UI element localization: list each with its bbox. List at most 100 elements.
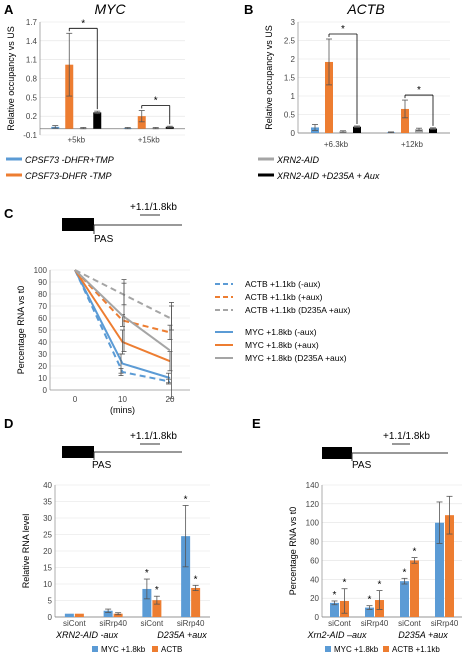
chart-c-series-line-2 <box>74 269 171 319</box>
group-label-d-right: D235A +aux <box>157 630 207 640</box>
chart-d-ytick-5: 25 <box>43 531 52 540</box>
panel-letter-b: B <box>244 2 253 17</box>
chart-a-category-label-1: +15kb <box>138 136 161 145</box>
chart-c-legend-label-0: ACTB +1.1kb (-aux) <box>245 279 321 289</box>
chart-e-star-2-0: * <box>403 567 407 578</box>
chart-c-ytick-0: 0 <box>43 386 48 395</box>
schematic-c-pas-label: PAS <box>94 234 114 245</box>
chart-a-ylabel: Relative occupancy vs US <box>6 26 16 131</box>
chart-b-category-label-1: +12kb <box>401 140 424 149</box>
chart-c-ytick-3: 30 <box>38 350 47 359</box>
chart-d-star-3-1: * <box>194 574 198 585</box>
chart-d-legend-label-0: MYC +1.8kb <box>101 645 146 654</box>
panel-title-b: ACTB <box>346 1 384 17</box>
schematic-e-pas-label: PAS <box>352 460 372 471</box>
chart-e-bar-3-1 <box>445 515 454 617</box>
chart-c-ytick-1: 10 <box>38 374 47 383</box>
chart-c-ylabel: Percentage RNA vs t0 <box>16 286 26 375</box>
chart-d-bar-3-0 <box>181 536 191 617</box>
chart-e-category-label-3: siRrp40 <box>431 619 459 628</box>
chart-b-ytick-2: 1 <box>291 92 296 101</box>
panel-letter-e: E <box>252 416 261 431</box>
panel-letter-d: D <box>4 416 13 431</box>
chart-a-ytick-2: 0.5 <box>26 93 38 102</box>
chart-c-series-line-0 <box>74 269 171 383</box>
chart-c-xlabel: (mins) <box>110 405 135 415</box>
chart-c-xtick-0: 0 <box>73 395 78 404</box>
schematic-d-pas-label: PAS <box>92 460 112 471</box>
chart-d-ytick-2: 10 <box>43 580 52 589</box>
chart-c-ytick-5: 50 <box>38 326 47 335</box>
chart-d-ytick-3: 15 <box>43 564 52 573</box>
chart-c-legend-label-1: ACTB +1.1kb (+aux) <box>245 292 323 302</box>
chart-b-bar-0-3 <box>353 126 361 133</box>
chart-d: 0 5 10 15 20 25 30 35 40 Relative RNA level siCont… <box>21 481 210 654</box>
chart-e-ytick-6: 120 <box>306 500 320 509</box>
chart-d-star-2-1: * <box>155 585 159 596</box>
chart-e: 0 20 40 60 80 100 120 140 Percentage RNA vs t0 * *… <box>288 481 462 654</box>
chart-d-bar-0-1 <box>74 613 84 617</box>
chart-c-ytick-4: 40 <box>38 338 47 347</box>
schematic-d-exon <box>62 446 94 458</box>
chart-b-bar-1-3 <box>429 128 437 133</box>
legend-label-2: XRN2-AID <box>276 155 320 165</box>
chart-d-legend-swatch-1 <box>152 646 158 652</box>
chart-b-bar-1-2 <box>415 129 423 133</box>
chart-a-ytick-6: 1.7 <box>26 18 38 27</box>
chart-e-ytick-7: 140 <box>306 481 320 490</box>
chart-e-star-0-1: * <box>343 578 347 589</box>
chart-e-ytick-1: 20 <box>310 594 319 603</box>
chart-c-legend-label-4: MYC +1.8kb (+aux) <box>245 340 319 350</box>
chart-a-sig-star-1: * <box>154 96 158 107</box>
chart-e-ytick-4: 80 <box>310 538 319 547</box>
chart-e-ylabel: Percentage RNA vs t0 <box>288 507 298 596</box>
chart-c-series-line-5 <box>74 269 171 352</box>
chart-b-ytick-1: 0.5 <box>284 111 296 120</box>
chart-c-ytick-10: 100 <box>34 266 48 275</box>
chart-b-ytick-3: 1.5 <box>284 74 296 83</box>
chart-b-ylabel: Relative occupancy vs US <box>264 25 274 130</box>
chart-d-bar-2-1 <box>152 600 162 617</box>
chart-c-ytick-7: 70 <box>38 302 47 311</box>
chart-c-ytick-6: 60 <box>38 314 47 323</box>
chart-d-ytick-7: 35 <box>43 498 52 507</box>
chart-c-ytick-9: 90 <box>38 278 47 287</box>
chart-d-bar-2-0 <box>142 588 152 617</box>
chart-d-star-3-0: * <box>184 494 188 505</box>
chart-d-bar-1-0 <box>103 610 113 617</box>
chart-d-ytick-6: 30 <box>43 514 52 523</box>
panel-title-a: MYC <box>94 1 126 17</box>
legend-label-3: CPSF73-DHFR -TMP <box>25 171 112 181</box>
chart-e-star-1-1: * <box>378 580 382 591</box>
chart-a-bar-1-1 <box>137 116 146 129</box>
chart-c-ytick-2: 20 <box>38 362 47 371</box>
chart-e-legend-label-1: ACTB +1.1kb <box>392 645 440 654</box>
chart-c-series-line-1 <box>74 269 171 334</box>
chart-b: 0 0.5 1 1.5 2 2.5 3 Relative occupancy vs US +6.… <box>264 18 450 149</box>
schematic-e-probe-label: +1.1/1.8kb <box>383 431 430 442</box>
chart-e-bar-3-0 <box>435 522 444 617</box>
chart-e-ytick-0: 0 <box>315 613 320 622</box>
schematic-e-exon <box>322 447 352 459</box>
chart-d-ytick-8: 40 <box>43 481 52 490</box>
chart-c-ytick-8: 80 <box>38 290 47 299</box>
chart-a-category-label-0: +5kb <box>67 136 85 145</box>
chart-d-ytick-4: 20 <box>43 547 52 556</box>
schematic-e: PAS +1.1/1.8kb <box>322 431 448 471</box>
chart-b-ytick-4: 2 <box>291 55 296 64</box>
panel-letter-c: C <box>4 206 14 221</box>
chart-e-legend-swatch-0 <box>325 646 331 652</box>
chart-c-legend-label-2: ACTB +1.1kb (D235A +aux) <box>245 305 351 315</box>
chart-e-star-2-1: * <box>413 547 417 558</box>
chart-d-ylabel: Relative RNA level <box>21 514 31 589</box>
schematic-c-exon <box>62 218 94 231</box>
chart-d-legend-swatch-0 <box>92 646 98 652</box>
chart-c-legend-label-3: MYC +1.8kb (-aux) <box>245 327 317 337</box>
chart-d-ytick-0: 0 <box>48 613 53 622</box>
chart-e-category-label-1: siRrp40 <box>361 619 389 628</box>
chart-d-legend-label-1: ACTB <box>161 645 182 654</box>
chart-a-ytick-3: 0.8 <box>26 75 38 84</box>
chart-a-bar-0-1 <box>65 64 74 129</box>
chart-d-bar-1-1 <box>113 613 123 617</box>
chart-d-ytick-1: 5 <box>48 597 53 606</box>
